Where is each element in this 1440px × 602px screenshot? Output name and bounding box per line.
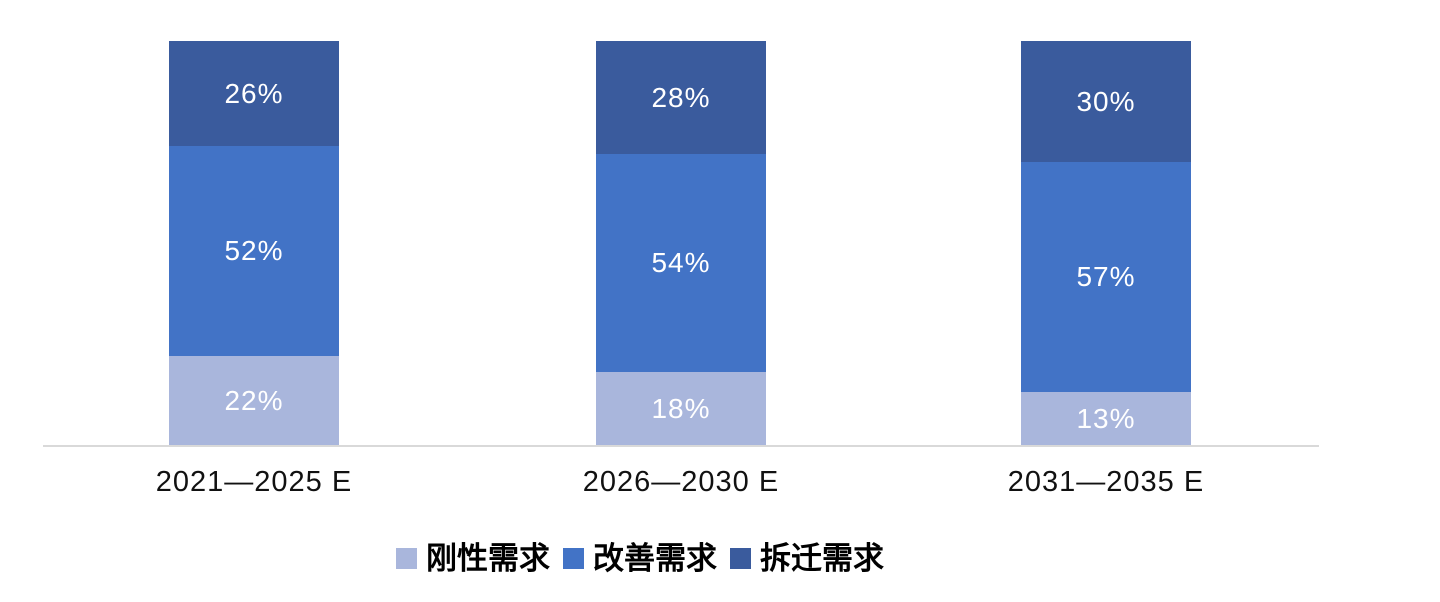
segment-value-label: 52% xyxy=(224,235,284,267)
segment-value-label: 18% xyxy=(651,392,711,424)
bar-1: 18% 54% 28% xyxy=(596,41,766,445)
bar-segment-刚性需求: 22% xyxy=(169,356,339,445)
legend-label: 拆迁需求 xyxy=(760,541,884,576)
bar-2: 13% 57% 30% xyxy=(1021,41,1191,445)
bar-segment-改善需求: 54% xyxy=(596,154,766,373)
legend-swatch-icon xyxy=(730,548,751,570)
legend-label: 刚性需求 xyxy=(426,541,550,576)
segment-value-label: 54% xyxy=(651,247,711,279)
bar-segment-改善需求: 52% xyxy=(169,146,339,357)
bar-segment-改善需求: 57% xyxy=(1021,162,1191,393)
bar-segment-刚性需求: 18% xyxy=(596,372,766,445)
segment-value-label: 13% xyxy=(1076,402,1136,434)
legend-label: 改善需求 xyxy=(593,541,717,576)
segment-value-label: 57% xyxy=(1076,261,1136,293)
segment-value-label: 22% xyxy=(224,384,284,416)
bar-0: 22% 52% 26% xyxy=(169,41,339,445)
legend-item-拆迁需求: 拆迁需求 xyxy=(730,541,884,577)
plot-area: 22% 52% 26% 18% 54% 28% 13% 57% 30% xyxy=(0,41,1440,445)
legend: 刚性需求 改善需求 拆迁需求 xyxy=(0,541,1280,577)
x-axis-line xyxy=(43,445,1319,447)
segment-value-label: 30% xyxy=(1076,85,1136,117)
legend-item-改善需求: 改善需求 xyxy=(563,541,717,577)
legend-swatch-icon xyxy=(563,548,584,570)
x-axis-label: 2031—2035 E xyxy=(1007,466,1205,498)
bar-segment-刚性需求: 13% xyxy=(1021,392,1191,445)
bar-segment-拆迁需求: 30% xyxy=(1021,41,1191,163)
x-axis-label: 2026—2030 E xyxy=(582,466,780,498)
segment-value-label: 26% xyxy=(224,77,284,109)
legend-swatch-icon xyxy=(396,548,417,570)
legend-item-刚性需求: 刚性需求 xyxy=(396,541,550,577)
bar-segment-拆迁需求: 26% xyxy=(169,41,339,147)
bar-segment-拆迁需求: 28% xyxy=(596,41,766,155)
segment-value-label: 28% xyxy=(651,81,711,113)
x-axis-label: 2021—2025 E xyxy=(155,466,353,498)
